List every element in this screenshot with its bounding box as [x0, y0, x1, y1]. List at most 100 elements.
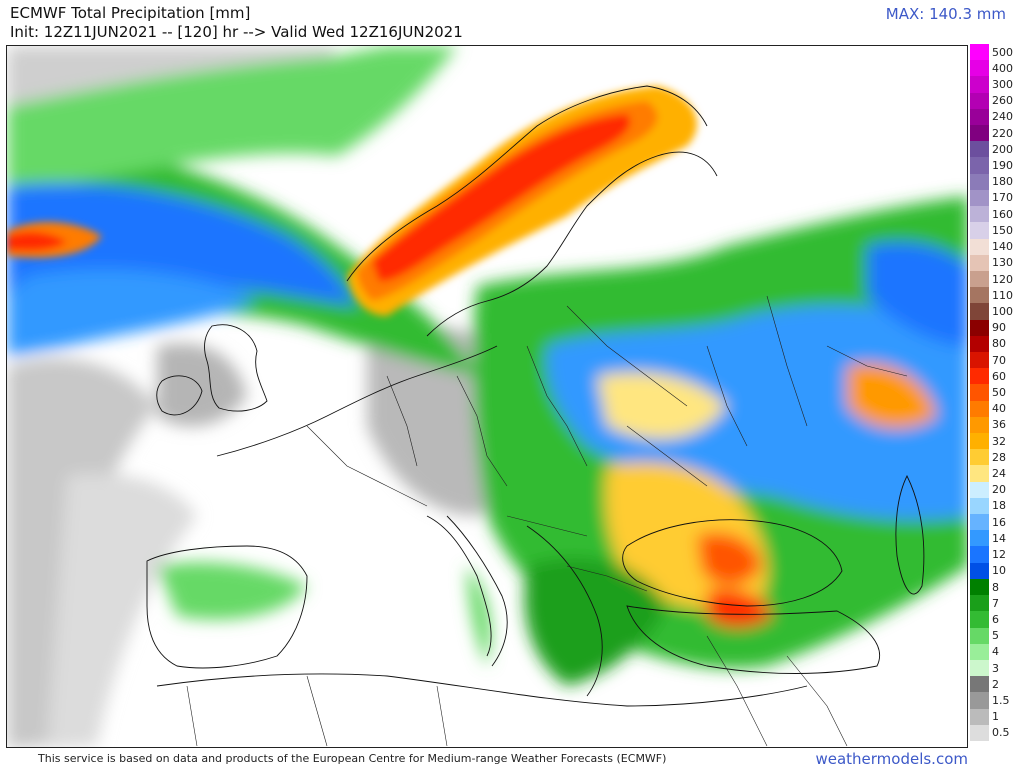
- colorbar-label: 10: [992, 564, 1006, 578]
- colorbar-label: 90: [992, 321, 1006, 335]
- colorbar-step: 50: [970, 384, 1024, 401]
- colorbar-step: 90: [970, 319, 1024, 336]
- colorbar-label: 0.5: [992, 726, 1010, 740]
- colorbar-step: 3: [970, 659, 1024, 677]
- colorbar-step: 100: [970, 303, 1024, 320]
- colorbar-label: 110: [992, 288, 1013, 302]
- footer-site-link[interactable]: weathermodels.com: [815, 750, 968, 768]
- colorbar-swatch: [970, 481, 989, 498]
- colorbar-label: 6: [992, 612, 999, 626]
- colorbar-label: 36: [992, 418, 1006, 432]
- colorbar-label: 4: [992, 645, 999, 659]
- colorbar-step: 150: [970, 222, 1024, 239]
- colorbar-swatch: [970, 368, 989, 385]
- colorbar-step: 120: [970, 270, 1024, 288]
- colorbar-step: 32: [970, 433, 1024, 450]
- colorbar-swatch: [970, 287, 989, 304]
- colorbar-label: 240: [992, 110, 1013, 124]
- colorbar-label: 260: [992, 94, 1013, 108]
- colorbar-step: 500: [970, 44, 1024, 61]
- colorbar-swatch: [970, 595, 989, 612]
- colorbar-step: 14: [970, 530, 1024, 547]
- colorbar-swatch: [970, 254, 989, 271]
- colorbar-step: 4: [970, 643, 1024, 660]
- colorbar-step: 7: [970, 595, 1024, 612]
- map-subtitle: Init: 12Z11JUN2021 -- [120] hr --> Valid…: [10, 23, 463, 41]
- colorbar-swatch: [970, 514, 989, 531]
- colorbar-step: 8: [970, 578, 1024, 596]
- colorbar-label: 40: [992, 402, 1006, 416]
- colorbar-label: 28: [992, 450, 1006, 464]
- colorbar-step: 16: [970, 514, 1024, 531]
- colorbar-label: 300: [992, 78, 1013, 91]
- colorbar-swatch: [970, 141, 989, 158]
- colorbar-swatch: [970, 530, 989, 547]
- colorbar-step: 2: [970, 676, 1024, 693]
- colorbar-label: 3: [992, 661, 999, 675]
- colorbar-label: 130: [992, 256, 1013, 270]
- colorbar-label: 7: [992, 596, 999, 610]
- colorbar-swatch: [970, 303, 989, 320]
- colorbar-label: 18: [992, 499, 1006, 513]
- precipitation-map: [6, 45, 968, 748]
- coastlines: [146, 85, 925, 707]
- colorbar-step: 180: [970, 173, 1024, 190]
- colorbar-step: 1: [970, 708, 1024, 725]
- colorbar-step: 300: [970, 76, 1024, 93]
- colorbar-swatch: [970, 44, 989, 61]
- colorbar-label: 200: [992, 142, 1013, 156]
- colorbar-label: 5: [992, 629, 999, 643]
- colorbar-step: 240: [970, 108, 1024, 126]
- colorbar-label: 80: [992, 337, 1006, 351]
- colorbar-label: 180: [992, 175, 1013, 189]
- colorbar-swatch: [970, 692, 989, 709]
- colorbar-swatch: [970, 546, 989, 563]
- colorbar-label: 12: [992, 548, 1006, 562]
- colorbar-step: 140: [970, 238, 1024, 255]
- colorbar-step: 36: [970, 416, 1024, 434]
- colorbar-step: 110: [970, 287, 1024, 304]
- colorbar-swatch: [970, 384, 989, 401]
- colorbar-step: 12: [970, 546, 1024, 563]
- colorbar-step: 24: [970, 465, 1024, 482]
- colorbar-swatch: [970, 351, 989, 369]
- colorbar-step: 28: [970, 449, 1024, 466]
- colorbar-step: 10: [970, 562, 1024, 579]
- colorbar-label: 50: [992, 385, 1006, 399]
- footer-attribution: This service is based on data and produc…: [38, 752, 667, 765]
- colorbar-step: 60: [970, 368, 1024, 385]
- colorbar-label: 1: [992, 710, 999, 724]
- colorbar-label: 2: [992, 677, 999, 691]
- colorbar-label: 24: [992, 467, 1006, 481]
- precip-field: [7, 46, 967, 747]
- colorbar-swatch: [970, 433, 989, 450]
- map-title: ECMWF Total Precipitation [mm]: [10, 4, 251, 22]
- colorbar-label: 400: [992, 61, 1013, 75]
- colorbar-label: 16: [992, 515, 1006, 529]
- colorbar-swatch: [970, 465, 989, 482]
- colorbar-step: 130: [970, 254, 1024, 271]
- max-value-label: MAX: 140.3 mm: [885, 5, 1006, 23]
- colorbar-swatch: [970, 92, 989, 109]
- colorbar-swatch: [970, 238, 989, 255]
- colorbar-label: 8: [992, 580, 999, 594]
- colorbar-swatch: [970, 400, 989, 417]
- colorbar-label: 140: [992, 240, 1013, 254]
- colorbar-swatch: [970, 627, 989, 644]
- colorbar-swatch: [970, 222, 989, 239]
- colorbar-swatch: [970, 335, 989, 352]
- colorbar-label: 14: [992, 531, 1006, 545]
- map-title-block: ECMWF Total Precipitation [mm] Init: 12Z…: [10, 4, 463, 42]
- colorbar-step: 400: [970, 60, 1024, 77]
- colorbar-step: 6: [970, 611, 1024, 628]
- colorbar-swatch: [970, 76, 989, 93]
- colorbar-swatch: [970, 270, 989, 288]
- map-canvas: [7, 46, 967, 747]
- colorbar-swatch: [970, 611, 989, 628]
- colorbar-swatch: [970, 173, 989, 190]
- colorbar-step: 1.5: [970, 692, 1024, 709]
- colorbar-step: 190: [970, 157, 1024, 174]
- colorbar-swatch: [970, 659, 989, 677]
- colorbar-step: 170: [970, 189, 1024, 207]
- colorbar-swatch: [970, 416, 989, 434]
